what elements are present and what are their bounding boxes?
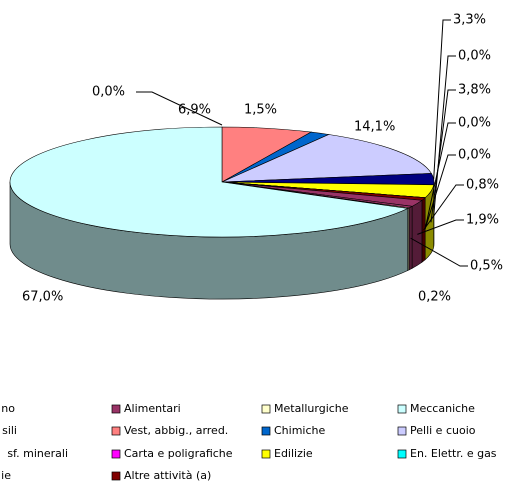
legend-swatch	[261, 449, 271, 459]
leader-line	[424, 122, 456, 229]
leader-line	[417, 219, 464, 235]
data-label: 6,9%	[178, 103, 211, 118]
slice-side	[411, 199, 423, 269]
data-label: 0,5%	[470, 259, 503, 274]
leader-line	[424, 154, 456, 229]
legend-swatch	[397, 449, 407, 459]
legend-label: Edilizie	[274, 447, 313, 460]
legend-label: sf. minerali	[7, 447, 68, 460]
data-label: 0,0%	[92, 85, 125, 100]
legend-swatch	[111, 471, 121, 481]
legend-label: Alimentari	[124, 402, 181, 415]
legend-label: no	[1, 402, 15, 415]
legend-swatch	[261, 426, 271, 436]
legend-swatch	[111, 426, 121, 436]
data-label: 1,9%	[466, 213, 499, 228]
leader-line	[136, 91, 223, 126]
legend-label: Metallurgiche	[274, 402, 349, 415]
data-label: 0,0%	[458, 148, 491, 163]
data-label: 1,5%	[244, 103, 277, 118]
legend-swatch	[111, 404, 121, 414]
legend-label: Meccaniche	[410, 402, 475, 415]
slice-side	[421, 197, 426, 263]
legend-label: ie	[1, 469, 11, 482]
data-label: 67,0%	[22, 290, 63, 305]
leader-line	[423, 184, 464, 231]
legend-swatch	[397, 426, 407, 436]
leader-line	[410, 237, 468, 267]
slice	[9, 126, 409, 238]
data-label: 3,8%	[458, 83, 491, 98]
legend-label: Pelli e cuoio	[410, 424, 476, 437]
data-label: 0,8%	[466, 178, 499, 193]
slice-side	[408, 205, 413, 271]
data-label: 0,0%	[458, 116, 491, 131]
data-label: 0,0%	[458, 49, 491, 64]
legend-label: Chimiche	[274, 424, 325, 437]
legend-label: Altre attività (a)	[124, 469, 211, 482]
legend-label: Vest, abbig., arred.	[124, 424, 228, 437]
legend-swatch	[261, 404, 271, 414]
legend-label: En. Elettr. e gas	[410, 447, 497, 460]
legend-swatch	[111, 449, 121, 459]
data-label: 14,1%	[354, 120, 395, 135]
leader-line	[433, 19, 451, 180]
legend-swatch	[397, 404, 407, 414]
slice	[221, 134, 432, 183]
data-label: 3,3%	[453, 13, 486, 28]
data-label: 0,2%	[418, 290, 451, 305]
legend-label: Carta e poligrafiche	[124, 447, 233, 460]
leader-line	[430, 89, 456, 223]
legend-label: sili	[2, 424, 17, 437]
